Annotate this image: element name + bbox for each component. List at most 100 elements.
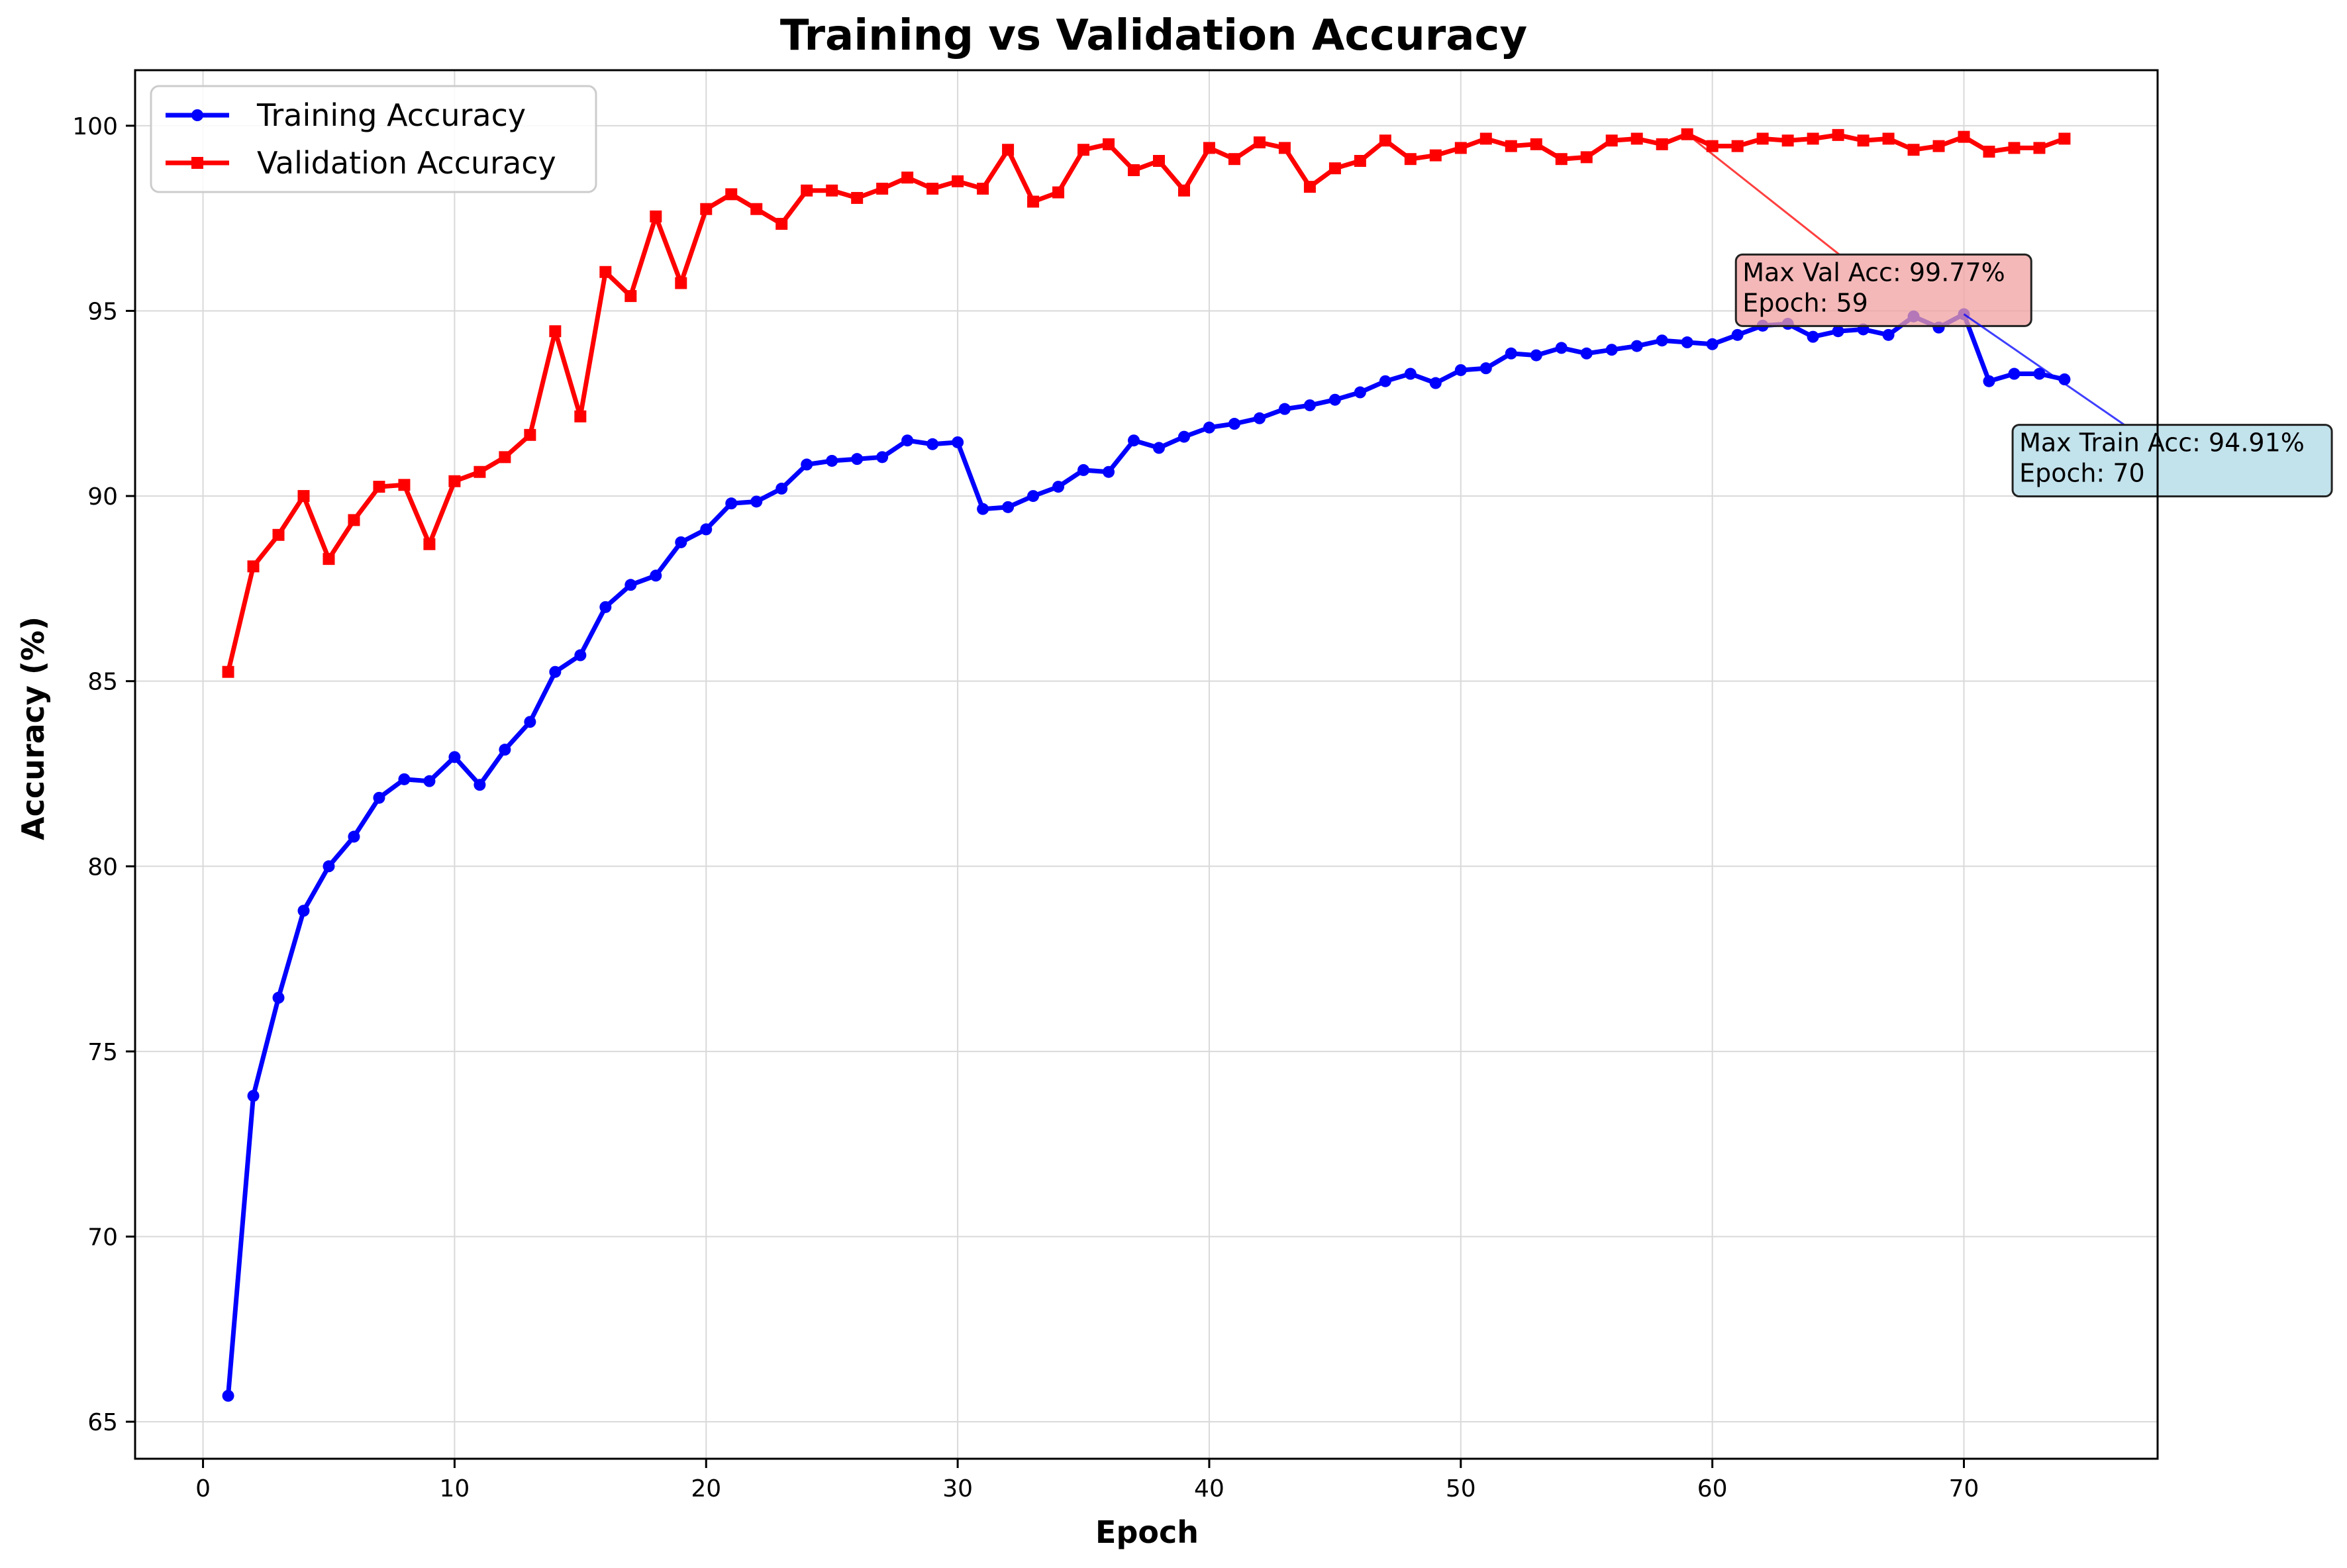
max-val-annotation-text: Max Val Acc: 99.77%	[1742, 258, 2005, 287]
validation-point	[1303, 181, 1316, 193]
training-point	[1681, 336, 1693, 349]
y-tick-label: 95	[87, 298, 118, 325]
training-point	[1530, 349, 1542, 362]
training-point	[222, 1389, 234, 1402]
validation-point	[398, 479, 411, 491]
validation-series	[222, 128, 2071, 678]
training-point	[1103, 466, 1115, 478]
y-tick-label: 75	[87, 1039, 118, 1066]
validation-point	[1807, 132, 1819, 145]
validation-point	[1278, 142, 1291, 154]
validation-point	[1354, 155, 1366, 168]
validation-point	[1756, 132, 1769, 145]
x-tick-label: 0	[195, 1475, 211, 1502]
validation-point	[876, 182, 889, 195]
validation-point	[1328, 162, 1341, 175]
training-point	[1404, 368, 1417, 380]
training-point	[499, 744, 511, 756]
training-point	[1983, 375, 1995, 387]
validation-point	[574, 410, 587, 422]
validation-point	[801, 184, 813, 197]
chart-title: Training vs Validation Accuracy	[780, 11, 1527, 60]
training-point	[1203, 421, 1215, 434]
validation-point	[1857, 134, 1870, 147]
validation-point	[700, 203, 713, 215]
x-tick-label: 20	[691, 1475, 721, 1502]
training-point	[574, 649, 587, 662]
training-point	[1656, 334, 1668, 347]
validation-point	[851, 191, 864, 204]
training-point	[1630, 340, 1643, 352]
validation-point	[926, 182, 939, 195]
validation-point	[2033, 142, 2046, 154]
training-point	[1328, 393, 1341, 406]
validation-point	[2058, 132, 2071, 145]
validation-point	[247, 560, 260, 573]
max-train-annotation-arrow	[1963, 313, 2125, 426]
training-legend-label: Training Accuracy	[256, 97, 526, 133]
legend: Training Accuracy Validation Accuracy	[150, 85, 597, 193]
x-tick-label: 60	[1697, 1475, 1728, 1502]
validation-point	[1228, 153, 1240, 166]
validation-point	[2008, 142, 2021, 154]
validation-legend-label: Validation Accuracy	[257, 145, 556, 181]
training-point	[1002, 501, 1015, 513]
validation-point	[524, 428, 536, 441]
validation-point	[1630, 132, 1643, 145]
validation-point	[1253, 136, 1266, 149]
training-point	[1731, 328, 1744, 341]
y-axis-label: Accuracy (%)	[15, 616, 51, 840]
x-axis-label: Epoch	[1095, 1514, 1199, 1550]
training-point	[1052, 481, 1065, 493]
training-point	[1177, 430, 1190, 443]
validation-point	[1706, 140, 1719, 152]
training-point	[323, 860, 335, 873]
training-point	[1505, 347, 1517, 360]
validation-point	[1454, 142, 1467, 154]
validation-point	[1152, 155, 1165, 168]
training-point	[1152, 442, 1165, 454]
training-point	[624, 579, 637, 591]
training-point	[1077, 464, 1090, 476]
x-tick-label: 30	[942, 1475, 973, 1502]
validation-point	[1882, 132, 1895, 145]
series-group	[222, 128, 2071, 1402]
validation-point	[1958, 130, 1970, 143]
training-point	[599, 601, 612, 613]
validation-point	[725, 188, 738, 201]
training-point	[675, 536, 687, 548]
validation-point	[901, 172, 914, 184]
training-point	[750, 495, 763, 508]
training-point	[373, 791, 385, 804]
training-point	[474, 779, 486, 791]
training-point	[801, 458, 813, 471]
validation-point	[1505, 140, 1517, 152]
training-point	[1454, 364, 1467, 376]
training-point	[1807, 330, 1819, 343]
validation-point	[775, 218, 788, 230]
training-point	[1832, 325, 1844, 338]
y-tick-label: 65	[87, 1409, 118, 1436]
validation-point	[1077, 144, 1090, 156]
validation-point	[272, 528, 285, 541]
validation-point	[1379, 134, 1391, 147]
validation-point	[348, 514, 360, 526]
training-point	[297, 905, 310, 917]
validation-point	[1832, 128, 1844, 141]
validation-legend-marker	[191, 157, 203, 169]
training-point	[549, 665, 562, 678]
training-point	[272, 991, 285, 1004]
validation-point	[675, 277, 687, 289]
x-tick-label: 40	[1194, 1475, 1224, 1502]
validation-point	[474, 466, 486, 478]
grid	[135, 70, 2158, 1459]
axis-ticks: 0 10 20 30 40 50 60 70 65 70 75 80 85 90 95 100	[72, 113, 1979, 1502]
validation-point	[499, 451, 511, 464]
max-val-annotation-arrow	[1686, 133, 1840, 256]
validation-point	[1027, 195, 1040, 208]
validation-point	[297, 490, 310, 503]
training-point	[952, 436, 964, 448]
validation-point	[750, 203, 763, 215]
